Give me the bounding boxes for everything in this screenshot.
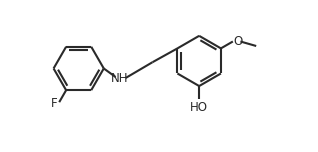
Text: NH: NH (111, 72, 129, 85)
Text: F: F (51, 97, 58, 110)
Text: HO: HO (190, 101, 208, 114)
Text: O: O (234, 35, 243, 48)
